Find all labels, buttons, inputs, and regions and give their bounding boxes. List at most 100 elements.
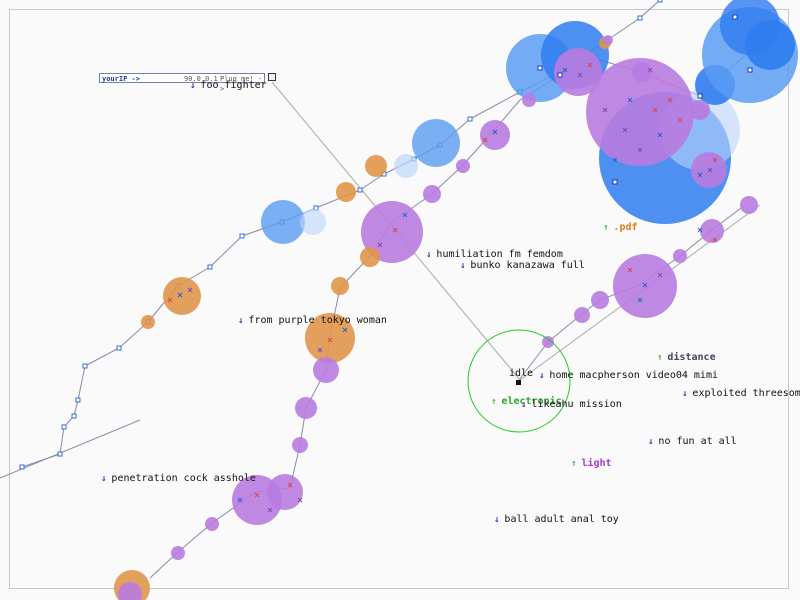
peer-bubble	[700, 219, 724, 243]
query-label[interactable]: ⇓ no fun at all	[648, 436, 737, 447]
peer-bubble	[261, 200, 305, 244]
query-label[interactable]: ⇓ likeahu mission	[521, 399, 622, 410]
ip-value: 90.0.0.1	[184, 75, 218, 83]
download-arrow-icon: ⇓	[539, 371, 545, 381]
peer-bubble	[554, 48, 602, 96]
link-line	[209, 235, 243, 268]
query-label[interactable]: ⇑ distance	[657, 352, 716, 363]
hit-x-mark	[627, 97, 633, 103]
hit-x-mark	[267, 507, 273, 513]
peer-bubble	[141, 315, 155, 329]
query-label[interactable]: ⇑ light	[571, 458, 612, 469]
node-square	[19, 464, 25, 470]
hit-x-mark	[562, 67, 568, 73]
query-label[interactable]: ⇓exploited threesome from	[682, 388, 800, 399]
query-label[interactable]: ⇓ bunko kanazawa full	[460, 260, 585, 271]
plug-button[interactable]	[268, 73, 276, 81]
peer-bubble	[365, 155, 387, 177]
link-line	[73, 399, 79, 417]
query-label[interactable]: ⇑ .pdf	[603, 222, 638, 233]
upload-arrow-icon: ⇑	[657, 353, 663, 363]
peer-bubble	[574, 307, 590, 323]
hit-x-mark	[402, 212, 408, 218]
node-square	[697, 93, 703, 99]
node-square	[637, 15, 643, 21]
node-square	[357, 187, 363, 193]
query-label[interactable]: ⇓ from purple tokyo woman	[238, 315, 387, 326]
ip-key-label: yourIP ->	[102, 75, 140, 83]
peer-bubble	[423, 185, 441, 203]
query-label[interactable]: ⇓ foo fighter	[190, 80, 267, 91]
peer-bubble	[613, 254, 677, 318]
hit-x-mark	[237, 497, 243, 503]
peer-bubble	[740, 196, 758, 214]
peer-bubble	[412, 119, 460, 167]
node-square	[82, 363, 88, 369]
link-line	[59, 426, 65, 455]
link-line	[359, 173, 385, 191]
peer-bubble	[205, 517, 219, 531]
query-label[interactable]: ⇓ humiliation fm femdom	[426, 249, 563, 260]
hit-x-mark	[642, 282, 648, 288]
peer-bubble	[522, 93, 536, 107]
hit-x-mark	[254, 492, 260, 498]
query-label[interactable]: ⇓ penetration cock asshole	[101, 473, 256, 484]
hit-x-mark	[697, 172, 703, 178]
hit-x-mark	[657, 132, 663, 138]
peer-bubble	[331, 277, 349, 295]
peer-bubble	[313, 357, 339, 383]
upload-arrow-icon: ⇑	[571, 459, 577, 469]
hit-x-mark	[622, 127, 628, 133]
link-line	[518, 341, 549, 381]
upload-arrow-icon: ⇑	[603, 223, 609, 233]
peer-bubble	[673, 249, 687, 263]
hit-x-mark	[707, 167, 713, 173]
query-label[interactable]: ⇑ electronic	[491, 396, 562, 407]
hit-x-mark	[667, 97, 673, 103]
peer-bubble	[603, 35, 613, 45]
hit-x-mark	[317, 347, 323, 353]
download-arrow-icon: ⇓	[190, 81, 196, 91]
link-line	[77, 365, 86, 401]
node-square	[732, 14, 738, 20]
download-arrow-icon: ⇓	[460, 261, 466, 271]
hit-x-mark	[647, 67, 653, 73]
peer-bubble	[118, 582, 142, 600]
upload-arrow-icon: ⇑	[491, 397, 497, 407]
download-arrow-icon: ⇓	[494, 515, 500, 525]
hit-x-mark	[627, 267, 633, 273]
peer-bubble	[267, 474, 303, 510]
peer-bubble	[691, 152, 727, 188]
node-square	[557, 72, 563, 78]
network-canvas-frame	[9, 9, 789, 589]
download-arrow-icon: ⇓	[648, 437, 654, 447]
link-line	[639, 0, 661, 19]
link-line	[469, 91, 521, 120]
download-arrow-icon: ⇓	[101, 474, 107, 484]
link-line	[21, 453, 61, 468]
node-square	[467, 116, 473, 122]
peer-bubble	[171, 546, 185, 560]
peer-bubble	[360, 247, 380, 267]
node-square	[75, 397, 81, 403]
node-square	[61, 424, 67, 430]
node-square	[612, 179, 618, 185]
hit-x-mark	[377, 242, 383, 248]
peer-bubble	[632, 62, 652, 82]
ip-panel: yourIP -> 90.0.0.1 Plug me! ->	[99, 73, 265, 93]
hit-x-mark	[177, 292, 183, 298]
peer-bubble	[394, 154, 418, 178]
download-arrow-icon: ⇓	[238, 316, 244, 326]
hit-x-mark	[342, 327, 348, 333]
peer-bubble	[690, 100, 710, 120]
query-label[interactable]: ⇓ home macpherson video04 mimi	[539, 370, 718, 381]
query-label[interactable]: ⇓ ball adult anal toy	[494, 514, 619, 525]
link-line	[84, 347, 120, 367]
hit-x-mark	[657, 272, 663, 278]
hit-x-mark	[612, 157, 618, 163]
hit-x-mark	[652, 107, 658, 113]
download-arrow-icon: ⇓	[521, 400, 527, 410]
hit-x-mark	[327, 337, 333, 343]
node-square	[207, 264, 213, 270]
